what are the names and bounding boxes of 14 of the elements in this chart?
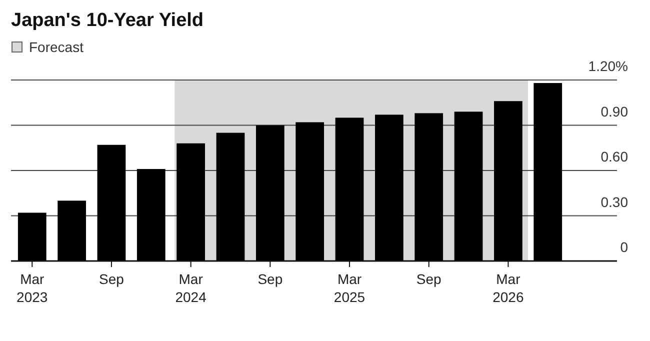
legend-label: Forecast xyxy=(29,39,84,55)
y-tick-label: 0 xyxy=(620,239,628,255)
x-tick-label: Mar 2025 xyxy=(334,271,366,305)
x-tick-label: Mar 2024 xyxy=(175,271,207,305)
x-tick-label: Sep xyxy=(416,271,442,287)
chart-title: Japan's 10-Year Yield xyxy=(11,10,204,31)
y-tick-label: 1.20% xyxy=(588,58,628,74)
y-tick-label: 0.90 xyxy=(600,103,628,120)
x-tick-label: Sep xyxy=(99,271,124,287)
x-tick-label: Mar 2026 xyxy=(492,271,524,305)
y-tick-label: 0.30 xyxy=(600,194,628,210)
y-tick-label: 0.60 xyxy=(600,148,628,164)
x-tick-label: Sep xyxy=(258,271,283,287)
x-tick-label: Mar 2023 xyxy=(16,271,48,305)
